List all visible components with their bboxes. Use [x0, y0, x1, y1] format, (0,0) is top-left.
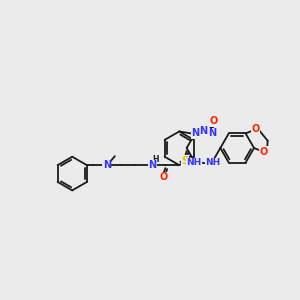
Text: O: O — [210, 116, 218, 126]
Text: O: O — [159, 172, 167, 182]
Text: N: N — [191, 128, 199, 138]
Text: N: N — [148, 160, 157, 170]
Text: H: H — [152, 155, 159, 164]
Text: O: O — [260, 147, 268, 157]
Text: NH: NH — [187, 158, 202, 167]
Text: O: O — [210, 116, 218, 127]
Text: N: N — [200, 126, 208, 136]
Text: S: S — [181, 156, 188, 166]
Text: N: N — [103, 160, 111, 170]
Text: NH: NH — [205, 158, 220, 167]
Text: O: O — [251, 124, 260, 134]
Text: H: H — [149, 160, 156, 169]
Text: N: N — [208, 128, 216, 138]
